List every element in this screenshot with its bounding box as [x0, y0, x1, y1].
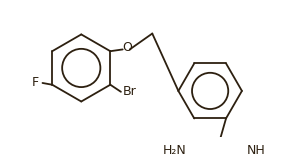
Text: Br: Br	[123, 85, 137, 98]
Text: F: F	[32, 76, 39, 89]
Text: H₂N: H₂N	[162, 144, 186, 155]
Text: NH: NH	[247, 144, 266, 155]
Text: O: O	[122, 41, 132, 54]
